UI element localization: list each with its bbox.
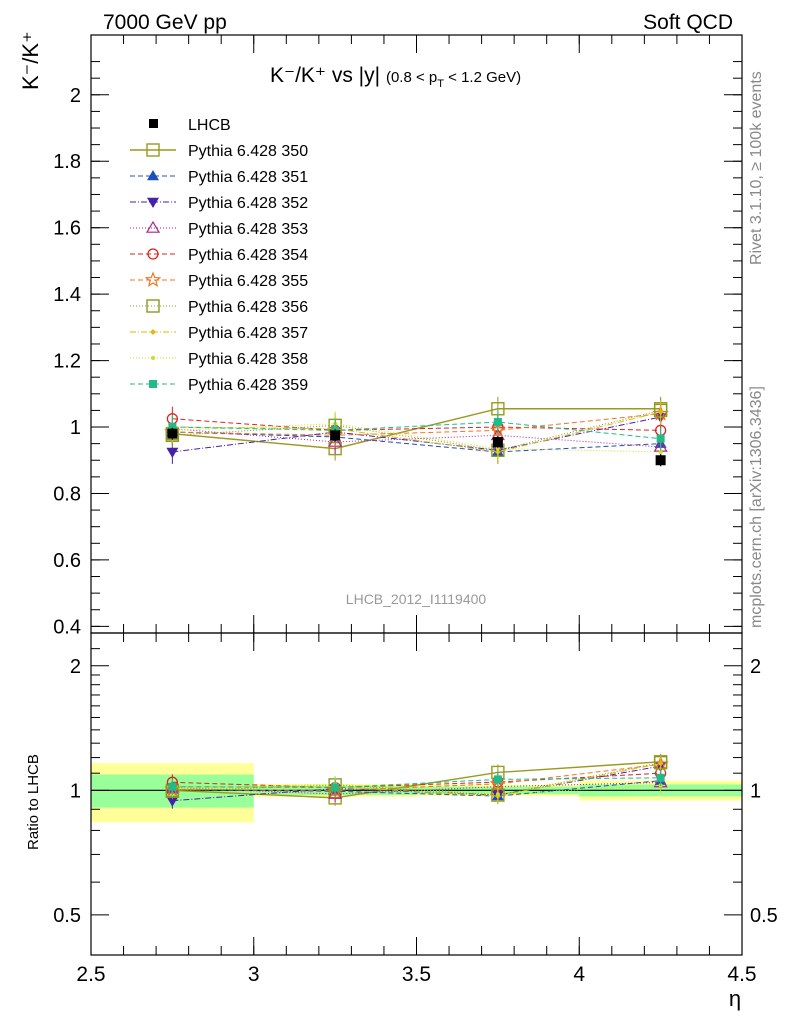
legend-label: Pythia 6.428 350 [188,143,308,160]
ratio-y-tick-label: 2 [70,656,81,678]
ratio-point [166,796,179,807]
x-tick-label: 4 [573,963,585,986]
legend-label: Pythia 6.428 352 [188,195,308,212]
ratio-point [495,792,500,797]
ratio-point [331,783,340,792]
x-tick-label: 2.5 [76,963,105,986]
legend-marker [146,299,160,313]
y-tick-label: 0.6 [53,550,81,572]
header-left: 7000 GeV pp [103,11,227,34]
y-tick-label: 1 [70,417,81,439]
series-point [658,449,663,454]
series-line [172,428,661,448]
ratio-y-tick-label-right: 2 [750,656,761,678]
series-point [495,446,500,451]
y-tick-label: 2 [70,85,81,107]
data-point [655,455,666,466]
ratio-point [657,760,664,767]
ratio-point [656,773,665,782]
data-point [167,428,178,439]
series-line [172,411,661,453]
legend-label: Pythia 6.428 351 [188,169,308,186]
legend: LHCB Pythia 6.428 350 Pythia 6.428 351 Pyth… [130,117,308,394]
y-tick-label: 0.8 [53,483,81,505]
legend-label: Pythia 6.428 355 [188,273,308,290]
ratio-series-line [172,783,661,795]
ratio-plot: 2.5 3 3.5 4 4.5 0.5 0.5 1 1 2 2 [53,632,778,986]
ratio-series-line [172,762,661,796]
ratio-y-tick-label-right: 1 [750,780,761,802]
legend-label: LHCB [188,117,231,134]
legend-label: Pythia 6.428 358 [188,351,308,368]
data-point [330,430,341,441]
y-tick-label: 1.6 [53,218,81,240]
legend-label: Pythia 6.428 353 [188,221,308,238]
ratio-y-tick-label: 1 [70,780,81,802]
ratio-series-line [172,777,661,789]
y-axis-label-top: K⁻/K⁺ [18,31,43,90]
y-tick-label: 1.2 [53,351,81,373]
legend-marker [149,380,157,388]
ratio-y-tick-label-right: 0.5 [750,905,778,927]
legend-marker [147,248,159,260]
x-tick-label: 3.5 [402,963,431,986]
y-axis-label-bottom: Ratio to LHCB [25,754,42,850]
series-line [172,409,661,451]
series-line [172,423,661,453]
series-line [172,416,661,453]
legend-label: Pythia 6.428 359 [188,377,308,394]
legend-marker [145,220,161,233]
legend-label: Pythia 6.428 357 [188,325,308,342]
ratio-point [493,775,502,784]
header-right: Soft QCD [643,11,733,34]
series-line [172,418,661,431]
x-tick-label: 3 [248,963,260,986]
chart-title: K⁻/K⁺ vs |y| (0.8 < pT < 1.2 GeV) [270,64,521,90]
x-tick-label: 4.5 [727,963,756,986]
series-line [172,431,661,453]
legend-marker [150,329,156,335]
x-axis-label: η [729,986,741,1011]
legend-marker [146,143,160,157]
mcplots-label: mcplots.cern.ch [arXiv:1306.3436] [748,386,765,628]
ratio-y-tick-label: 0.5 [53,905,81,927]
legend-label: Pythia 6.428 356 [188,299,308,316]
series-point [656,434,665,443]
series-point [493,418,502,427]
rivet-label: Rivet 3.1.10, ≥ 100k events [748,71,765,265]
data-point [492,436,503,447]
legend-marker [149,119,158,128]
legend-label: Pythia 6.428 354 [188,247,308,264]
legend-marker [147,170,159,181]
ratio-point [168,782,177,791]
series-point [168,423,177,432]
legend-marker [151,356,155,360]
series-line [172,421,661,440]
legend-marker [147,197,159,208]
ratio-series-line [172,763,661,791]
ratio-series-line [172,782,661,795]
analysis-watermark: LHCB_2012_I1119400 [346,591,487,607]
y-tick-label: 1.8 [53,151,81,173]
y-tick-label: 0.4 [53,616,81,638]
series-point [166,447,179,458]
ratio-series-line [172,772,661,789]
legend-marker [144,271,162,288]
series-line [172,413,661,436]
y-tick-label: 1.4 [53,284,81,306]
series-point [657,409,664,416]
